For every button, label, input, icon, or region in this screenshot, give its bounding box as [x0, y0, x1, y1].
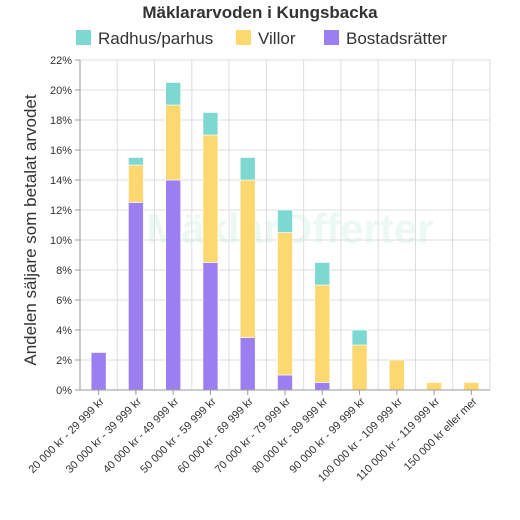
bar-segment	[314, 284, 331, 383]
bar-segment	[128, 157, 144, 166]
y-tick-label: 6%	[56, 295, 72, 307]
bar-segment	[165, 82, 181, 106]
bar-segment	[314, 262, 331, 286]
y-ticks: 0% 2% 4% 6% 8% 10% 12% 14% 16% 18% 20% 22%	[50, 55, 80, 397]
bar-segment	[463, 382, 480, 391]
bar-segment	[351, 329, 368, 346]
y-tick-label: 0%	[56, 385, 72, 397]
bar-segment	[202, 262, 219, 391]
chart-title: Mäklararvoden i Kungsbacka	[142, 3, 378, 22]
bar-segment	[90, 352, 107, 391]
legend-label: Radhus/parhus	[98, 29, 213, 48]
legend-swatch	[76, 30, 91, 45]
bars	[90, 82, 480, 391]
legend-swatch	[236, 30, 251, 45]
legend-label: Villor	[258, 29, 296, 48]
bar-segment	[165, 104, 181, 181]
bar-segment	[239, 179, 256, 338]
y-tick-label: 14%	[50, 175, 72, 187]
legend: Radhus/parhus Villor Bostadsrätter	[76, 29, 447, 48]
legend-label: Bostadsrätter	[346, 29, 447, 48]
y-tick-label: 22%	[50, 55, 72, 67]
y-tick-label: 20%	[50, 85, 72, 97]
bar-segment	[202, 112, 219, 136]
bar-segment	[128, 164, 144, 203]
y-tick-label: 2%	[56, 355, 72, 367]
bar-segment	[165, 179, 181, 391]
grid	[79, 59, 491, 391]
y-tick-label: 8%	[56, 265, 72, 277]
y-tick-label: 16%	[50, 145, 72, 157]
bar-segment	[239, 337, 256, 391]
y-tick-label: 10%	[50, 235, 72, 247]
y-axis-label: Andelen säljare som betalat arvodet	[21, 94, 40, 365]
bar-segment	[314, 382, 331, 391]
bar-segment	[277, 374, 293, 391]
legend-swatch	[324, 30, 339, 45]
bar-segment	[351, 344, 368, 391]
bar-segment	[277, 209, 293, 233]
bar-segment	[128, 202, 144, 391]
y-tick-label: 18%	[50, 115, 72, 127]
y-tick-label: 4%	[56, 325, 72, 337]
bar-segment	[239, 157, 256, 181]
y-tick-label: 12%	[50, 205, 72, 217]
bar-segment	[277, 232, 293, 376]
bar-segment	[389, 359, 405, 391]
bar-segment	[202, 134, 219, 263]
x-tick-label: 150 000 kr eller mer	[402, 395, 480, 473]
bar-segment	[426, 382, 442, 391]
